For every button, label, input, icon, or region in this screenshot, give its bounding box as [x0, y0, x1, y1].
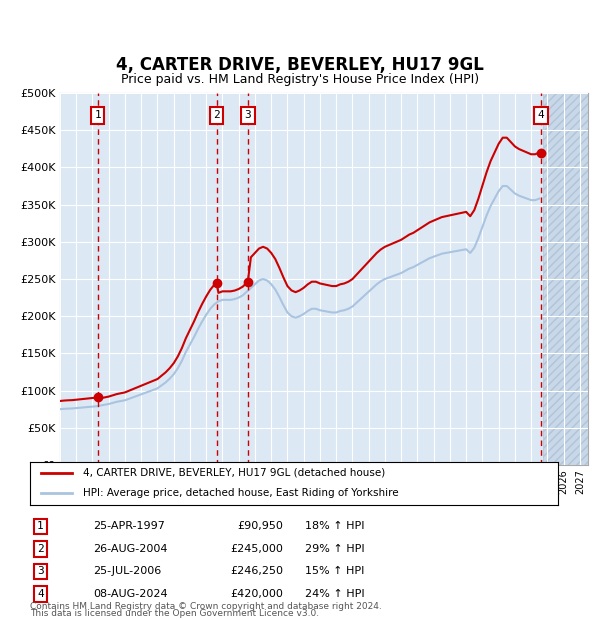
- Text: 18% ↑ HPI: 18% ↑ HPI: [305, 521, 364, 531]
- Text: 25-JUL-2006: 25-JUL-2006: [94, 566, 161, 577]
- Text: 4: 4: [538, 110, 544, 120]
- Text: Price paid vs. HM Land Registry's House Price Index (HPI): Price paid vs. HM Land Registry's House …: [121, 73, 479, 86]
- Text: Contains HM Land Registry data © Crown copyright and database right 2024.: Contains HM Land Registry data © Crown c…: [30, 602, 382, 611]
- Text: 24% ↑ HPI: 24% ↑ HPI: [305, 589, 364, 599]
- Text: 2: 2: [37, 544, 44, 554]
- Text: 3: 3: [244, 110, 251, 120]
- Text: £90,950: £90,950: [238, 521, 283, 531]
- Text: 2: 2: [214, 110, 220, 120]
- Text: 4: 4: [37, 589, 44, 599]
- Text: 26-AUG-2004: 26-AUG-2004: [94, 544, 168, 554]
- Text: £245,000: £245,000: [230, 544, 283, 554]
- Text: 15% ↑ HPI: 15% ↑ HPI: [305, 566, 364, 577]
- Text: 3: 3: [37, 566, 44, 577]
- Text: 1: 1: [94, 110, 101, 120]
- Bar: [544, 93, 588, 465]
- Text: 1: 1: [37, 521, 44, 531]
- Text: 4, CARTER DRIVE, BEVERLEY, HU17 9GL: 4, CARTER DRIVE, BEVERLEY, HU17 9GL: [116, 56, 484, 74]
- Text: 25-APR-1997: 25-APR-1997: [94, 521, 165, 531]
- Text: HPI: Average price, detached house, East Riding of Yorkshire: HPI: Average price, detached house, East…: [83, 488, 398, 498]
- Text: 29% ↑ HPI: 29% ↑ HPI: [305, 544, 364, 554]
- Text: £420,000: £420,000: [230, 589, 283, 599]
- Text: 4, CARTER DRIVE, BEVERLEY, HU17 9GL (detached house): 4, CARTER DRIVE, BEVERLEY, HU17 9GL (det…: [83, 467, 385, 478]
- Text: 08-AUG-2024: 08-AUG-2024: [94, 589, 168, 599]
- Text: This data is licensed under the Open Government Licence v3.0.: This data is licensed under the Open Gov…: [30, 609, 319, 618]
- Text: £246,250: £246,250: [230, 566, 283, 577]
